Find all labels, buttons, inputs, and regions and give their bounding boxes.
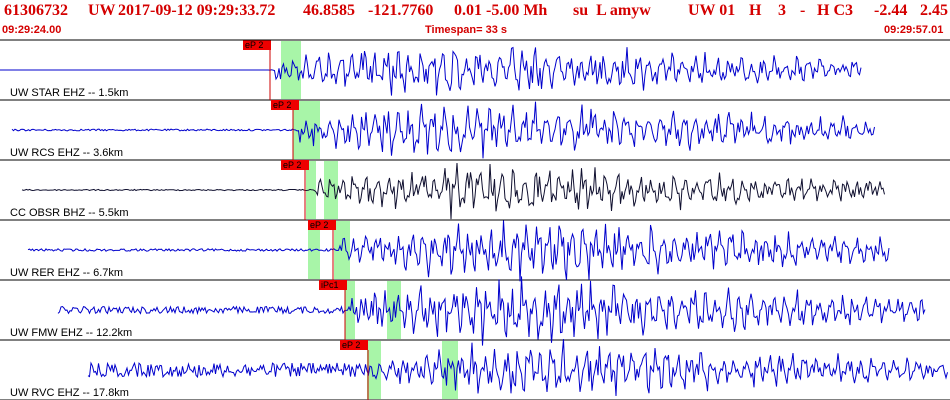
pick-box	[271, 100, 299, 110]
waveform-trace	[21, 162, 885, 220]
timespan: Timespan= 33 s	[425, 24, 508, 36]
pick-label: eP 2	[342, 340, 360, 350]
net-channel-code: UW 01	[688, 2, 736, 19]
origin-datetime: 2017-09-12 09:29:33.72	[118, 2, 276, 19]
count-value: 3	[778, 2, 786, 19]
hc-code: H C3	[817, 2, 853, 19]
longitude: -121.7760	[368, 2, 434, 19]
pick-box	[340, 340, 368, 350]
value-1: -2.44	[874, 2, 908, 19]
dash-sep: -	[800, 2, 806, 19]
pick-box	[308, 220, 336, 230]
channel-label: UW FMW EHZ -- 12.2km	[10, 327, 132, 339]
waveform-trace	[87, 339, 948, 397]
event-id: 61306732	[4, 2, 68, 19]
value-2: 2.45	[920, 2, 948, 19]
latitude: 46.8585	[303, 2, 355, 19]
h-flag: H	[749, 2, 762, 19]
pick-label: eP 2	[283, 160, 301, 170]
start-time: 09:29:24.00	[2, 24, 62, 36]
event-flags: su L amyw	[573, 2, 651, 19]
waveform-trace	[27, 220, 890, 282]
pick-window-highlight	[281, 41, 301, 99]
event-header: 61306732 UW 2017-09-12 09:29:33.72 46.85…	[0, 0, 950, 22]
waveform-trace	[57, 276, 926, 346]
pick-label: eP 2	[245, 40, 263, 50]
pick-label: iPc1	[321, 280, 339, 290]
waveform-trace	[11, 101, 875, 159]
magnitude-info: 0.01 -5.00 Mh	[454, 2, 548, 19]
channel-label: UW RER EHZ -- 6.7km	[10, 267, 123, 279]
pick-window-highlight	[293, 101, 303, 159]
pick-window-highlight	[367, 341, 381, 399]
channel-label: UW STAR EHZ -- 1.5km	[10, 87, 128, 99]
pick-box	[281, 160, 309, 170]
channel-label: UW RVC EHZ -- 17.8km	[10, 387, 129, 399]
pick-window-highlight	[387, 281, 401, 339]
network-code: UW	[88, 2, 116, 19]
pick-label: eP 2	[310, 220, 328, 230]
end-time: 09:29:57.01	[884, 24, 944, 36]
waveform-trace	[0, 46, 862, 96]
channel-label: CC OBSR BHZ -- 5.5km	[10, 207, 129, 219]
pick-box	[243, 40, 271, 50]
pick-box	[319, 280, 347, 290]
channel-label: UW RCS EHZ -- 3.6km	[10, 147, 123, 159]
pick-window-highlight	[300, 101, 320, 159]
pick-window-highlight	[324, 161, 338, 219]
pick-label: eP 2	[273, 100, 291, 110]
